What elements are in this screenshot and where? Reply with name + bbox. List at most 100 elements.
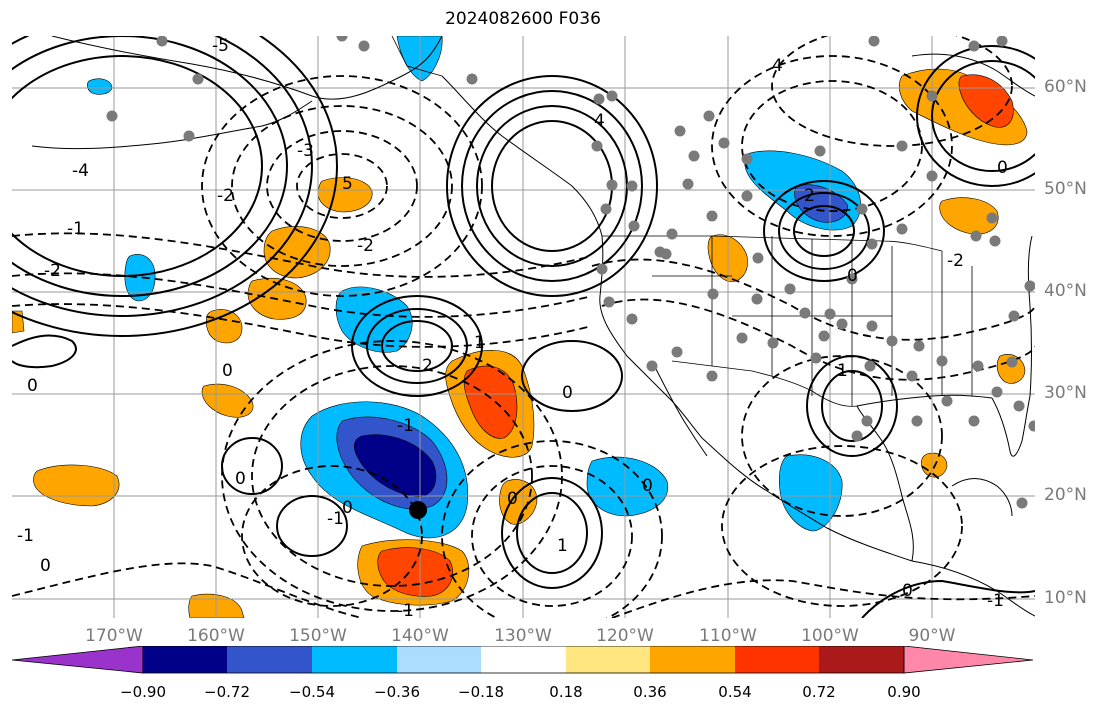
- dashed-contour: [241, 465, 423, 607]
- contour-label: -2: [357, 236, 374, 256]
- solid-contour: [351, 295, 483, 397]
- dashed-contour: [12, 562, 363, 618]
- dashed-contour: [711, 55, 953, 237]
- station-dot: [941, 395, 953, 407]
- contour-label: 0: [642, 476, 653, 496]
- station-dot: [751, 293, 763, 305]
- colorbar-segment: [143, 646, 227, 673]
- station-dot: [106, 110, 118, 122]
- contour-label: 0: [507, 489, 518, 509]
- station-dot: [703, 110, 715, 122]
- colorbar-segment: [227, 646, 312, 673]
- lon-label: 120°W: [596, 626, 654, 646]
- yucatan-coast: [951, 478, 1013, 517]
- solid-contour: [12, 36, 288, 297]
- dashed-contour: [441, 440, 663, 618]
- station-markers: [106, 36, 1035, 509]
- solid-contour: [821, 370, 883, 442]
- contour-label: -1: [327, 509, 344, 529]
- east-coast: [1027, 235, 1033, 397]
- lat-label: 40°N: [1044, 281, 1087, 301]
- contour-label: 1: [557, 536, 568, 556]
- colorbar-tick-label: 0.36: [633, 683, 667, 701]
- station-dot: [646, 360, 658, 372]
- station-dot: [836, 318, 848, 330]
- station-dot: [593, 93, 605, 105]
- dashed-contour: [771, 36, 1013, 147]
- solid-contour: [366, 308, 468, 384]
- gulf-coast: [856, 394, 993, 407]
- florida-coast: [991, 395, 1031, 457]
- station-dot: [654, 246, 666, 258]
- station-dot: [991, 386, 1003, 398]
- station-dot: [606, 90, 618, 102]
- station-dot: [1006, 356, 1018, 368]
- contour-label: 0: [562, 383, 573, 403]
- station-dot: [846, 273, 858, 285]
- dashed-contour: [296, 153, 388, 219]
- colorbar-tick-label: 0.54: [718, 683, 752, 701]
- map-canvas: 5 -2 -1 -2 -4 4 2 1 0 -1 -1 0 0 0 0 1 0 …: [12, 36, 1035, 618]
- colorbar-tick-label: 0.72: [802, 683, 836, 701]
- solid-contour: [12, 36, 338, 337]
- solid-contour: [806, 355, 898, 457]
- dashed-contour: [266, 130, 418, 242]
- station-dot: [466, 73, 478, 85]
- lat-label: 30°N: [1044, 383, 1087, 403]
- lon-label: 150°W: [289, 626, 347, 646]
- station-dot: [192, 73, 204, 85]
- lat-label: 20°N: [1044, 485, 1087, 505]
- cyclone-center-marker: [409, 501, 427, 519]
- colorbar-segment: [735, 646, 819, 673]
- station-dot: [358, 40, 370, 52]
- lat-label: 50°N: [1044, 179, 1087, 199]
- station-dot: [886, 335, 898, 347]
- solid-contour: [461, 90, 643, 282]
- station-dot: [824, 308, 836, 320]
- colorbar-extend-max: [903, 646, 1034, 674]
- lat-label: 10°N: [1044, 588, 1087, 608]
- contour-label: 0: [27, 376, 38, 396]
- positive-anomaly-region: [206, 309, 243, 344]
- alaska-coast: [51, 36, 443, 100]
- us-west-coast: [599, 235, 703, 439]
- contour-label: 5: [342, 174, 353, 194]
- station-dot: [810, 352, 822, 364]
- colorbar-tick-label: −0.54: [289, 683, 335, 701]
- station-dot: [972, 360, 984, 372]
- station-dot: [989, 235, 1001, 247]
- contour-label: 2: [422, 356, 433, 376]
- dashed-contour: [12, 232, 593, 278]
- baja-coast: [651, 360, 708, 457]
- station-dot: [596, 263, 608, 275]
- contour-label: -1: [397, 416, 414, 436]
- station-dot: [671, 346, 683, 358]
- lon-label: 140°W: [391, 626, 449, 646]
- station-dot: [1008, 310, 1020, 322]
- dashed-contour: [611, 579, 1035, 618]
- station-dot: [784, 283, 796, 295]
- contour-label: 4: [772, 56, 783, 76]
- bc-coast: [441, 75, 603, 237]
- colorbar-tick-label: −0.36: [374, 683, 420, 701]
- negative-anomaly-region: [586, 456, 669, 517]
- positive-anomaly-region: [201, 383, 254, 418]
- mexico-west-coast: [701, 437, 913, 562]
- contour-label: 0: [222, 361, 233, 381]
- station-dot: [183, 130, 195, 142]
- dashed-contour: [201, 75, 483, 297]
- station-dot: [906, 370, 918, 382]
- negative-anomaly-region: [335, 286, 413, 353]
- solid-contour: [778, 192, 870, 270]
- contour-labels: 5 -2 -1 -2 -4 4 2 1 0 -1 -1 0 0 0 0 1 0 …: [17, 36, 1008, 618]
- station-dot: [936, 355, 948, 367]
- mexico-east-coast: [856, 405, 914, 562]
- solid-contour: [931, 60, 1035, 172]
- station-dot: [706, 210, 718, 222]
- solid-contour: [491, 120, 613, 252]
- station-dot: [741, 190, 753, 202]
- colorbar-tick-label: −0.72: [204, 683, 250, 701]
- solid-contour: [861, 579, 1035, 618]
- positive-anomaly-region: [499, 479, 538, 525]
- us-canada-border: [602, 235, 943, 252]
